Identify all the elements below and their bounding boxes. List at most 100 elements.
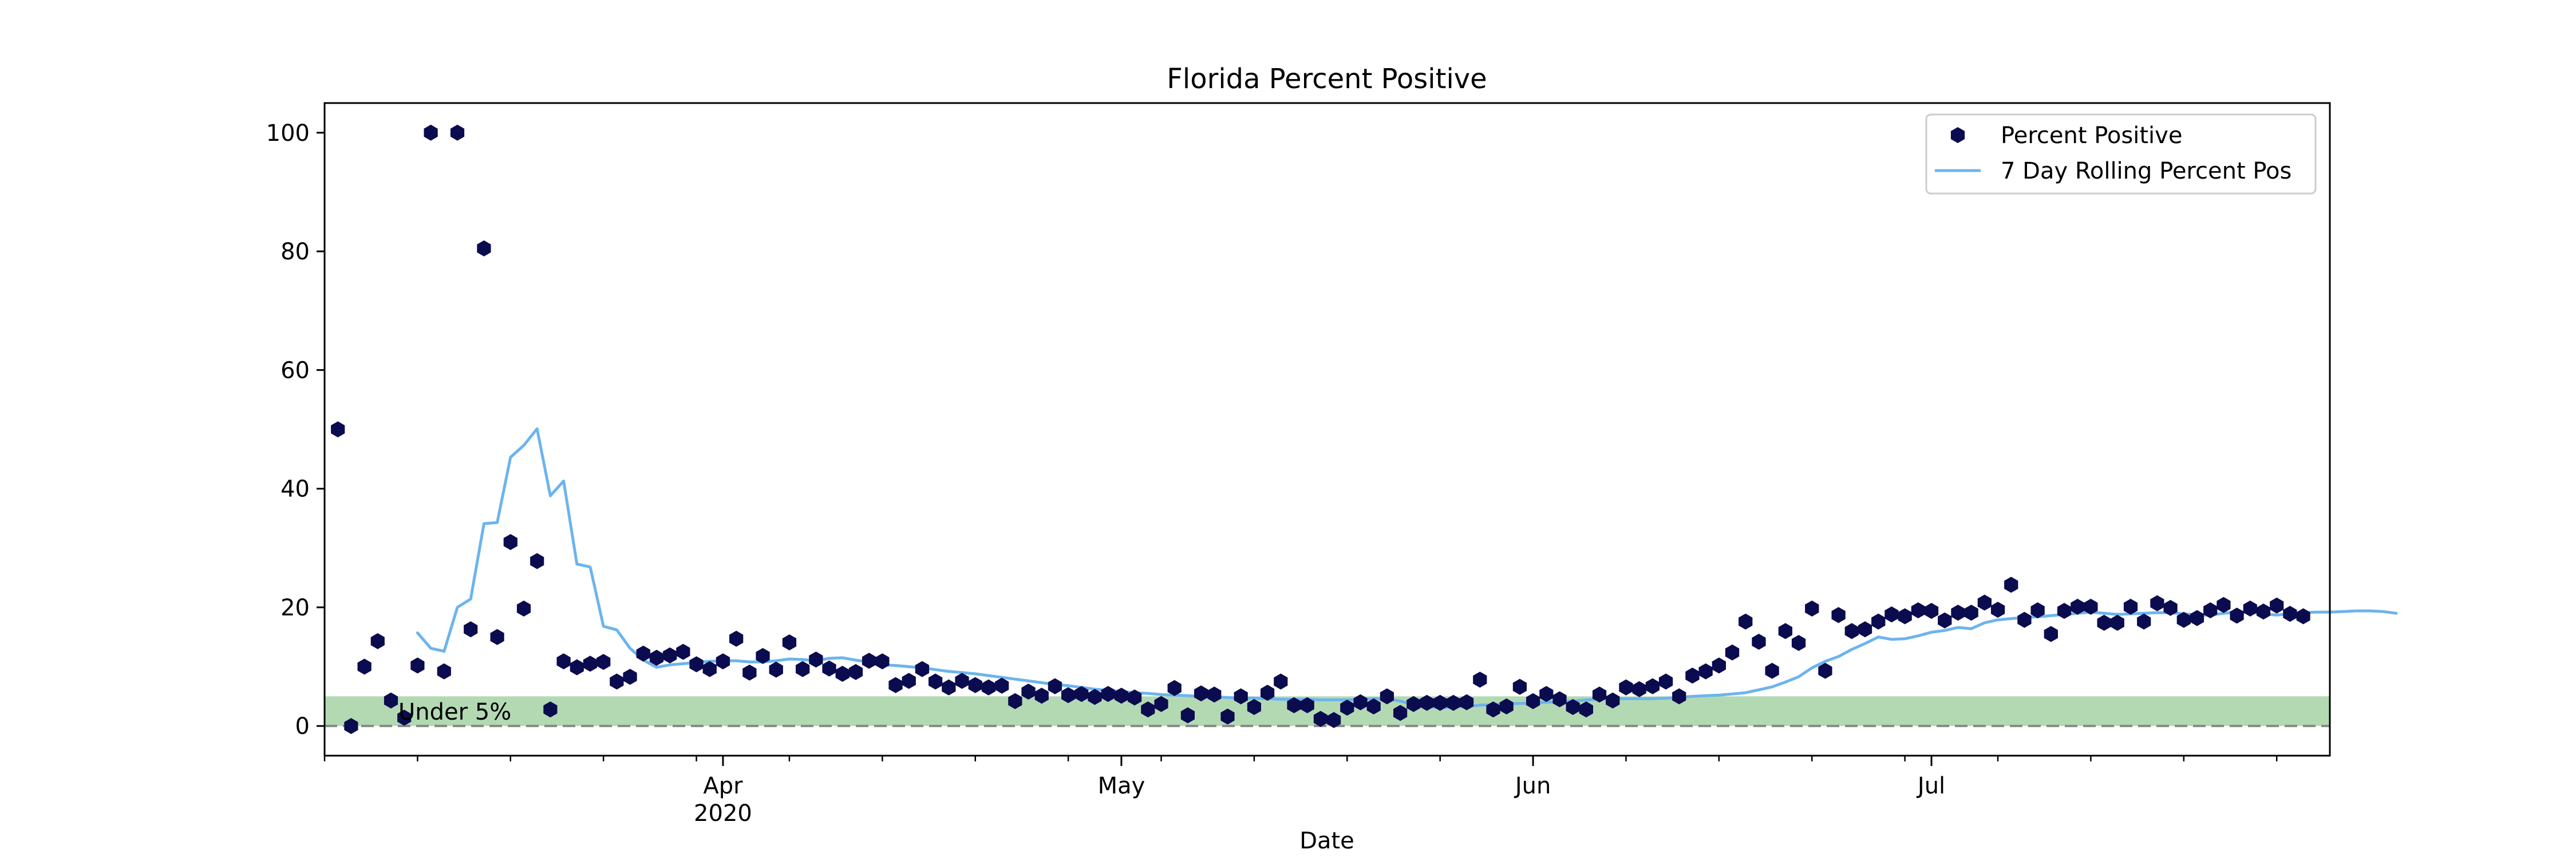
data-point-103 xyxy=(1698,663,1713,680)
data-point-31 xyxy=(742,664,757,681)
data-point-116 xyxy=(1871,613,1886,630)
data-point-131 xyxy=(2071,598,2085,615)
data-point-27 xyxy=(689,656,704,673)
data-point-75 xyxy=(1327,712,1341,728)
data-point-94 xyxy=(1579,701,1593,718)
legend: Percent Positive 7 Day Rolling Percent Po… xyxy=(1925,113,2317,195)
data-point-73 xyxy=(1300,697,1314,713)
data-point-50 xyxy=(995,677,1009,694)
data-point-127 xyxy=(2017,611,2032,628)
data-point-26 xyxy=(676,643,690,660)
data-point-33 xyxy=(769,661,783,678)
data-point-44 xyxy=(915,661,930,677)
data-point-42 xyxy=(888,677,903,693)
data-point-102 xyxy=(1685,668,1700,684)
data-point-25 xyxy=(663,647,677,663)
data-point-105 xyxy=(1725,644,1740,661)
data-point-67 xyxy=(1220,708,1235,725)
data-point-141 xyxy=(2203,602,2218,619)
data-point-36 xyxy=(809,651,823,668)
data-point-52 xyxy=(1021,684,1036,700)
data-point-125 xyxy=(1990,602,2005,618)
data-point-20 xyxy=(596,654,611,670)
data-point-135 xyxy=(2123,598,2138,615)
data-point-9 xyxy=(450,124,465,141)
text-layer: Florida Percent Positive Date Under 5% xyxy=(398,63,1487,854)
data-point-38 xyxy=(835,666,850,682)
data-point-110 xyxy=(1791,635,1806,651)
data-point-41 xyxy=(875,653,890,670)
data-point-48 xyxy=(968,677,982,693)
data-point-46 xyxy=(942,679,956,696)
data-point-28 xyxy=(702,661,717,677)
data-point-14 xyxy=(516,601,531,617)
data-point-7 xyxy=(424,124,438,141)
data-point-47 xyxy=(955,673,969,689)
data-point-80 xyxy=(1393,705,1408,721)
data-point-118 xyxy=(1898,608,1912,625)
data-point-115 xyxy=(1858,621,1872,638)
x-tick-label-jun: Jun xyxy=(1514,773,1551,799)
x-tick-label-apr: Apr xyxy=(703,773,743,799)
data-point-54 xyxy=(1048,678,1062,694)
data-point-59 xyxy=(1114,688,1128,704)
data-point-82 xyxy=(1420,694,1434,711)
data-point-56 xyxy=(1074,686,1089,702)
data-point-147 xyxy=(2283,606,2297,622)
data-point-60 xyxy=(1128,689,1142,706)
data-point-96 xyxy=(1606,692,1620,709)
data-point-89 xyxy=(1512,678,1527,695)
data-point-143 xyxy=(2230,607,2244,624)
data-point-66 xyxy=(1207,686,1222,703)
data-point-63 xyxy=(1167,680,1182,696)
data-point-109 xyxy=(1778,623,1792,639)
data-point-1 xyxy=(344,718,358,734)
data-point-81 xyxy=(1406,696,1421,712)
data-point-13 xyxy=(503,534,517,550)
data-point-142 xyxy=(2217,597,2231,613)
data-point-98 xyxy=(1632,681,1646,697)
data-point-134 xyxy=(2110,614,2124,631)
x-axis-label: Date xyxy=(1299,828,1354,854)
data-point-90 xyxy=(1526,693,1540,709)
x-tick-label-may: May xyxy=(1098,773,1145,799)
data-point-113 xyxy=(1831,607,1846,623)
data-point-91 xyxy=(1539,686,1554,702)
data-point-4 xyxy=(384,692,398,709)
scatter-points-layer xyxy=(331,124,2310,734)
legend-box xyxy=(1925,113,2317,195)
y-tick-label-20: 20 xyxy=(280,595,310,621)
data-point-61 xyxy=(1141,701,1155,718)
data-point-10 xyxy=(464,621,478,638)
data-point-78 xyxy=(1366,698,1381,714)
data-point-23 xyxy=(636,645,650,662)
data-point-130 xyxy=(2057,603,2072,619)
data-point-117 xyxy=(1884,606,1899,623)
data-point-2 xyxy=(357,658,372,675)
data-point-76 xyxy=(1340,700,1354,716)
data-point-145 xyxy=(2256,603,2271,620)
data-point-121 xyxy=(1938,612,1952,629)
data-point-72 xyxy=(1287,697,1301,713)
data-point-84 xyxy=(1446,694,1460,711)
data-point-57 xyxy=(1088,689,1102,705)
data-point-104 xyxy=(1712,657,1726,674)
data-point-74 xyxy=(1313,710,1327,727)
data-point-101 xyxy=(1672,688,1686,705)
data-point-8 xyxy=(437,663,451,680)
data-point-124 xyxy=(1977,594,1992,611)
data-point-24 xyxy=(649,650,664,666)
data-point-120 xyxy=(1924,603,1939,619)
data-point-106 xyxy=(1739,613,1753,630)
band-label: Under 5% xyxy=(398,699,511,725)
data-point-39 xyxy=(848,663,863,680)
data-point-133 xyxy=(2097,614,2111,631)
x-tick-label-jul: Jul xyxy=(1916,773,1945,799)
data-point-37 xyxy=(822,660,836,677)
data-point-148 xyxy=(2296,608,2310,625)
data-point-32 xyxy=(756,647,770,664)
data-point-19 xyxy=(583,655,598,672)
chart-title: Florida Percent Positive xyxy=(1167,63,1487,95)
